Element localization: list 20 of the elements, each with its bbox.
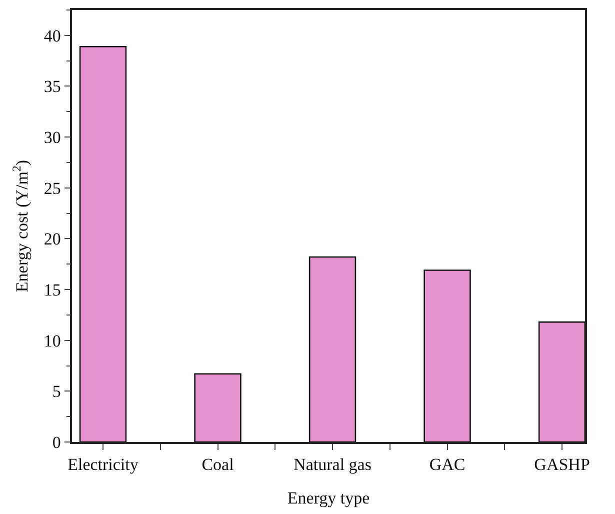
bar — [538, 321, 585, 442]
y-tick-label: 30 — [44, 128, 61, 148]
y-tick-label: 0 — [52, 432, 61, 452]
x-tick-label: Natural gas — [294, 455, 372, 474]
bar — [308, 256, 356, 442]
x-axis-title: Energy type — [287, 488, 370, 508]
y-tick-label: 10 — [44, 331, 61, 350]
x-tick-label: Coal — [202, 455, 234, 474]
y-tick-label: 15 — [44, 280, 61, 300]
bar — [194, 373, 242, 442]
bar — [424, 270, 471, 442]
x-tick-label: GASHP — [534, 455, 590, 474]
x-tick-label: Electricity — [68, 455, 139, 474]
y-tick-label: 5 — [52, 382, 61, 402]
bar — [79, 46, 127, 442]
y-tick-label: 35 — [44, 77, 61, 96]
y-tick-label: 40 — [44, 26, 61, 46]
x-tick-label: GAC — [429, 455, 466, 474]
y-tick-label: 20 — [44, 230, 61, 249]
y-tick-label: 25 — [44, 178, 61, 198]
